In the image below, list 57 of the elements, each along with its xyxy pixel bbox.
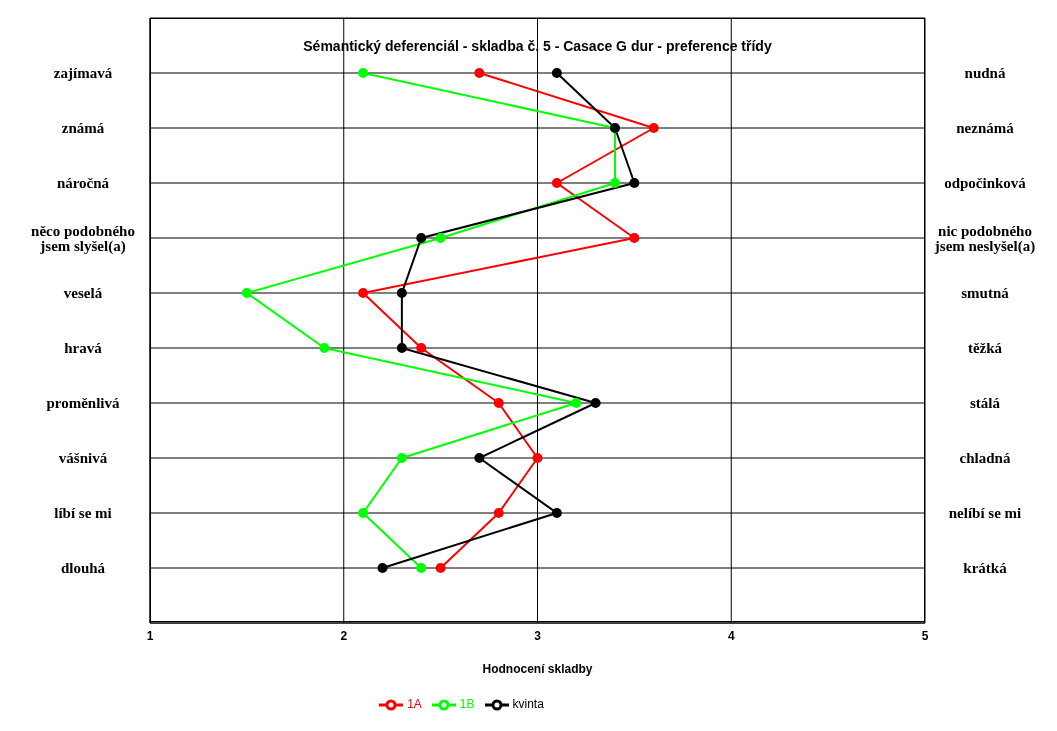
y2-tick-label: smutná — [961, 285, 1010, 302]
point — [551, 178, 562, 188]
point — [629, 178, 640, 188]
point — [493, 398, 504, 408]
point — [435, 563, 446, 573]
point — [610, 178, 620, 188]
point — [648, 123, 659, 133]
point — [241, 288, 252, 298]
point — [629, 233, 640, 243]
y2-tick-label: nudná — [964, 65, 1006, 82]
x-tick-label: 2 — [340, 628, 348, 643]
y-tick-label: veselá — [63, 285, 103, 302]
point — [493, 508, 504, 518]
y-tick-label: proměnlivá — [46, 395, 121, 412]
point — [416, 233, 427, 243]
point — [319, 343, 330, 353]
y-tick-label: vášnivá — [58, 450, 108, 467]
point — [474, 453, 485, 463]
y2-tick-label: krátká — [963, 560, 1008, 577]
y-tick-label: zajímavá — [53, 65, 113, 82]
y2-tick-label: nic podobného jsem neslyšel(a) — [933, 222, 1036, 255]
x-axis-title: Hodnocení skladby — [482, 662, 593, 676]
point — [358, 68, 369, 78]
x-tick-label: 3 — [534, 628, 542, 643]
y-tick-label: hravá — [64, 340, 103, 357]
legend-label: 1B — [459, 697, 475, 712]
y2-tick-label: těžká — [967, 340, 1003, 357]
x-tick-label: 5 — [921, 628, 929, 643]
point — [590, 398, 601, 408]
point — [358, 508, 369, 518]
y2-tick-label: chladná — [959, 450, 1011, 467]
y-tick-label: něco podobného jsem slyšel(a) — [31, 222, 135, 255]
point — [396, 343, 407, 353]
y2-tick-label: stálá — [970, 395, 1001, 412]
y2-tick-label: neznámá — [956, 120, 1015, 137]
point — [532, 453, 543, 463]
y2-tick-label: odpočinková — [944, 175, 1027, 192]
x-tick-label: 1 — [146, 628, 154, 643]
point — [358, 288, 369, 298]
point — [416, 343, 427, 353]
y2-tick-label: nelíbí se mi — [948, 505, 1022, 522]
x-tick-label: 4 — [727, 628, 735, 643]
point — [551, 68, 562, 78]
legend-label: kvinta — [512, 697, 544, 712]
point — [416, 563, 427, 573]
y-tick-label: známá — [61, 120, 105, 137]
y-tick-label: náročná — [56, 175, 110, 192]
y-tick-label: líbí se mi — [54, 505, 112, 522]
point — [551, 508, 562, 518]
point — [474, 68, 485, 78]
point — [377, 563, 388, 573]
point — [396, 453, 407, 463]
point — [435, 233, 446, 243]
point — [571, 398, 582, 408]
legend-label: 1A — [407, 697, 422, 712]
y-tick-label: dlouhá — [60, 560, 106, 577]
point — [396, 288, 407, 298]
